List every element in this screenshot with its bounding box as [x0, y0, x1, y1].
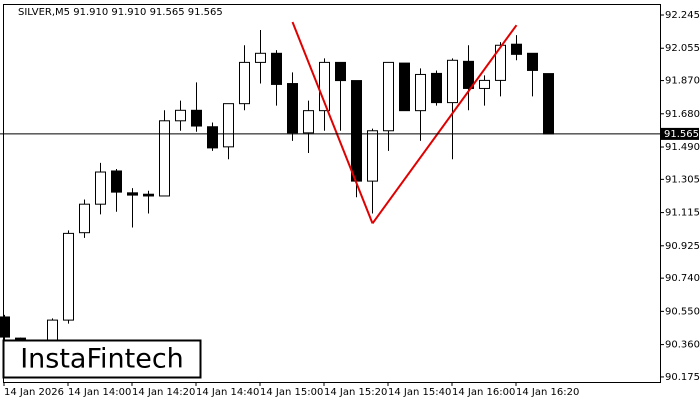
- y-tick-label: 91.115: [665, 208, 700, 219]
- candle-body: [399, 62, 410, 112]
- x-tick-label: 14 Jan 15:20: [324, 387, 387, 398]
- y-tick-label: 91.870: [665, 76, 700, 87]
- pattern-line: [371, 24, 518, 225]
- y-tick-label: 91.305: [665, 174, 700, 185]
- logo-box: [2, 339, 202, 379]
- candle-body: [207, 126, 218, 149]
- candle-body: [111, 170, 122, 193]
- y-tick-label: 90.740: [665, 273, 700, 284]
- candle-body: [79, 203, 90, 234]
- pattern-line: [291, 21, 374, 224]
- chart-title: SILVER,M5 91.910 91.910 91.565 91.565: [18, 7, 223, 18]
- last-price-label: 91.565: [664, 129, 699, 140]
- x-tick-label: 14 Jan 14:20: [132, 387, 195, 398]
- candle-body: [527, 52, 538, 71]
- candle-body: [287, 83, 298, 134]
- logo-text: InstaFintech: [20, 344, 184, 375]
- candle-body: [175, 109, 186, 122]
- candle-body: [479, 79, 490, 89]
- candle-body: [159, 120, 170, 197]
- y-tick-label: 90.360: [665, 340, 700, 351]
- candle-body: [95, 171, 106, 205]
- x-tick-label: 14 Jan 14:00: [68, 387, 131, 398]
- x-tick-label: 14 Jan 15:40: [388, 387, 451, 398]
- candle-body: [415, 73, 426, 112]
- candle-body: [255, 52, 266, 63]
- candle-body: [447, 59, 458, 104]
- candle-body: [351, 80, 362, 182]
- candle-body: [431, 72, 442, 104]
- y-tick-label: 92.055: [665, 43, 700, 54]
- y-tick-label: 90.925: [665, 241, 700, 252]
- y-tick-label: 91.680: [665, 109, 700, 120]
- candle-body: [0, 316, 10, 338]
- y-tick-label: 92.245: [665, 10, 700, 21]
- x-tick-label: 14 Jan 2026: [4, 387, 64, 398]
- candle-body: [143, 193, 154, 197]
- candle-body: [271, 52, 282, 85]
- candle-body: [127, 192, 138, 196]
- candle-body: [335, 61, 346, 82]
- candle-body: [383, 61, 394, 132]
- candle-body: [63, 232, 74, 321]
- y-tick-label: 90.175: [665, 372, 700, 383]
- candle-body: [495, 44, 506, 81]
- candle-body: [319, 61, 330, 112]
- candle-body: [463, 60, 474, 89]
- x-tick-label: 14 Jan 16:20: [516, 387, 579, 398]
- x-tick-label: 14 Jan 15:00: [260, 387, 323, 398]
- x-tick-label: 14 Jan 14:40: [196, 387, 259, 398]
- candle-body: [239, 61, 250, 105]
- candle-body: [543, 73, 554, 135]
- candle-body: [303, 110, 314, 134]
- candle-body: [191, 109, 202, 127]
- last-price-box: [661, 127, 699, 140]
- candle-body: [223, 103, 234, 148]
- y-tick-label: 91.490: [665, 142, 700, 153]
- y-tick-label: 90.550: [665, 306, 700, 317]
- x-tick-label: 14 Jan 16:00: [452, 387, 515, 398]
- candle-body: [367, 130, 378, 182]
- plot-frame: [3, 4, 661, 383]
- candle-body: [511, 43, 522, 55]
